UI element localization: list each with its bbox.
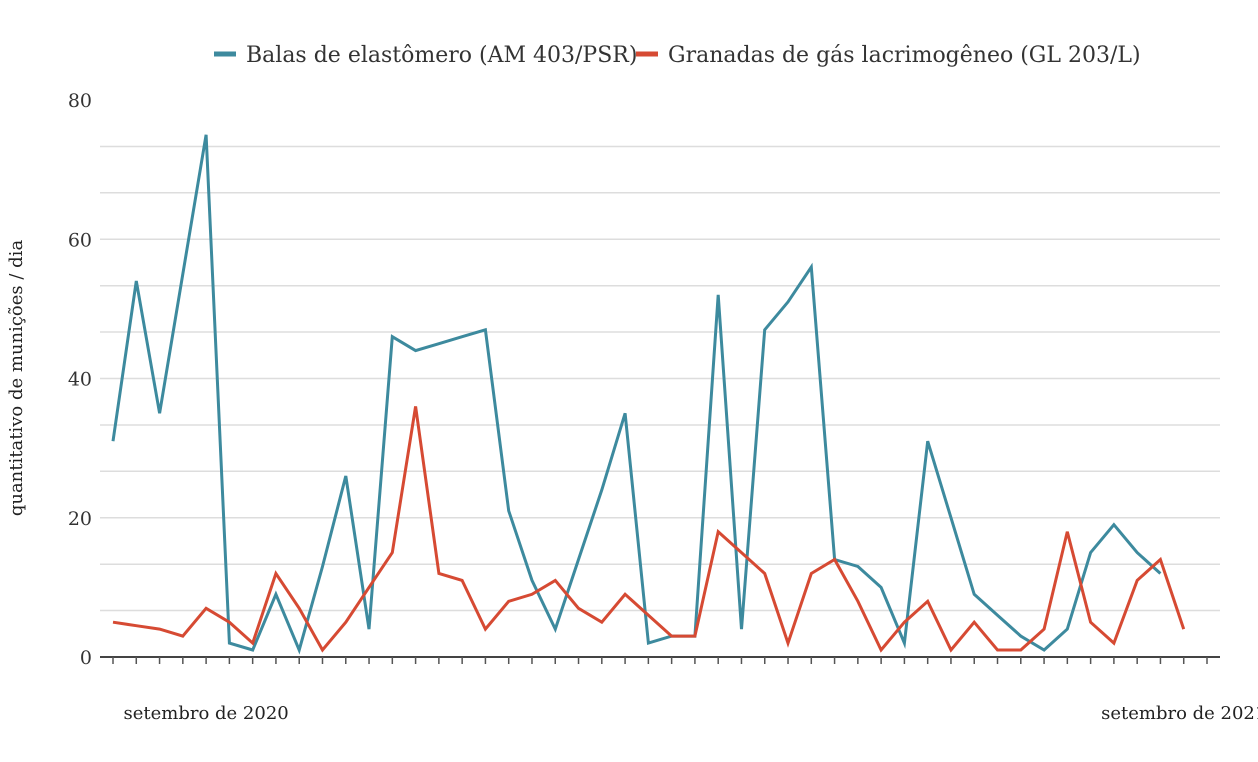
x-category-label: setembro de 2021 — [1101, 703, 1258, 724]
x-axis: setembro de 2020 setembro de 2021 — [100, 656, 1258, 724]
y-tick-label: 20 — [68, 508, 92, 530]
y-axis-title: quantitativo de munições / dia — [6, 240, 27, 517]
series-line-granadas — [112, 406, 1186, 653]
legend-label-balas: Balas de elastômero (AM 403/PSR) — [246, 43, 637, 68]
legend: Balas de elastômero (AM 403/PSR) Granada… — [214, 43, 1141, 68]
y-tick-label: 60 — [68, 229, 92, 251]
series-line-balas — [111, 134, 1162, 655]
x-category-label: setembro de 2020 — [123, 703, 288, 724]
y-tick-label: 0 — [80, 647, 92, 669]
y-axis: 0 20 40 60 80 — [68, 90, 92, 669]
legend-label-granadas: Granadas de gás lacrimogêneo (GL 203/L) — [668, 43, 1141, 68]
y-tick-label: 40 — [68, 369, 92, 391]
series-lines — [111, 134, 1186, 655]
y-tick-label: 80 — [68, 90, 92, 112]
gridlines — [100, 145, 1220, 612]
